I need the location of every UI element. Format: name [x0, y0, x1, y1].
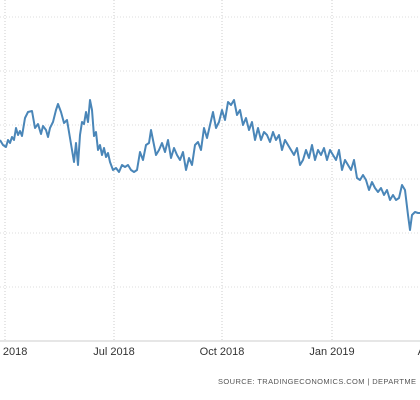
- source-note: SOURCE: TRADINGECONOMICS.COM | DEPARTME: [218, 377, 416, 386]
- data-line: [0, 99, 420, 231]
- x-tick-label: Apr 2019: [418, 346, 420, 358]
- x-tick-label: Apr 2018: [0, 346, 27, 358]
- x-tick-label: Oct 2018: [200, 346, 245, 358]
- x-tick-label: Jan 2019: [309, 346, 354, 358]
- x-tick-label: Jul 2018: [93, 346, 135, 358]
